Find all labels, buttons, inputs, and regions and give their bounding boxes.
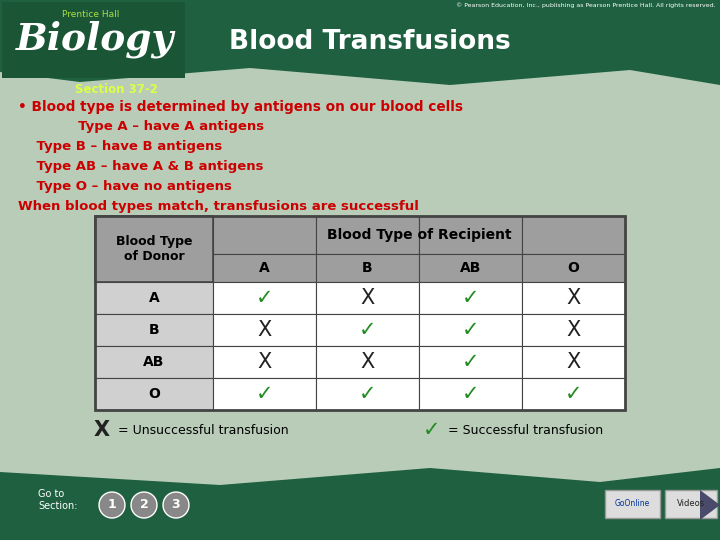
Text: AB: AB	[143, 355, 165, 369]
Bar	[213, 216, 316, 254]
Text: 2: 2	[140, 498, 148, 511]
Text: ✓: ✓	[462, 288, 480, 308]
Text: Type B – have B antigens: Type B – have B antigens	[18, 140, 222, 153]
Bar	[213, 346, 316, 378]
Bar	[95, 216, 625, 410]
Text: Blood Type of Recipient: Blood Type of Recipient	[327, 228, 511, 242]
Text: Videos: Videos	[677, 500, 705, 509]
Text: X: X	[361, 352, 374, 372]
Text: • Blood type is determined by antigens on our blood cells: • Blood type is determined by antigens o…	[18, 100, 463, 114]
Text: ✓: ✓	[423, 420, 441, 440]
Text: = Successful transfusion: = Successful transfusion	[448, 423, 603, 436]
Text: AB: AB	[460, 261, 481, 275]
Text: Blood Type
of Donor: Blood Type of Donor	[116, 235, 192, 263]
Bar	[316, 378, 419, 410]
Circle shape	[131, 492, 157, 518]
Text: X: X	[567, 352, 580, 372]
Polygon shape	[700, 490, 720, 520]
Bar	[419, 346, 522, 378]
Bar	[316, 282, 419, 314]
Text: O: O	[567, 261, 580, 275]
Text: ✓: ✓	[564, 384, 582, 404]
Bar	[213, 254, 316, 282]
Bar	[316, 314, 419, 346]
Text: B: B	[362, 261, 373, 275]
Bar	[522, 314, 625, 346]
Bar	[316, 216, 419, 254]
Bar	[522, 378, 625, 410]
Text: = Unsuccessful transfusion: = Unsuccessful transfusion	[118, 423, 289, 436]
Bar	[419, 378, 522, 410]
Bar	[419, 314, 522, 346]
Polygon shape	[0, 0, 720, 85]
Bar	[316, 346, 419, 378]
Bar	[665, 490, 717, 518]
Bar	[95, 282, 213, 314]
Bar	[522, 254, 625, 282]
Bar	[316, 254, 419, 282]
Bar	[419, 254, 522, 282]
Bar	[213, 314, 316, 346]
Bar	[95, 254, 213, 282]
Bar	[95, 216, 213, 254]
Text: GoOnline: GoOnline	[614, 500, 649, 509]
Text: Type A – have A antigens: Type A – have A antigens	[18, 120, 264, 133]
Text: A: A	[148, 291, 159, 305]
Bar	[2, 2, 185, 78]
Text: 1: 1	[107, 498, 117, 511]
Text: Type AB – have A & B antigens: Type AB – have A & B antigens	[18, 160, 264, 173]
Text: X: X	[257, 320, 271, 340]
Bar	[522, 346, 625, 378]
Bar	[419, 216, 522, 254]
Text: Section 37-2: Section 37-2	[75, 83, 158, 96]
Text: O: O	[148, 387, 160, 401]
Text: X: X	[567, 288, 580, 308]
Circle shape	[163, 492, 189, 518]
Text: ✓: ✓	[359, 320, 377, 340]
Bar	[522, 282, 625, 314]
Bar	[95, 216, 213, 282]
Polygon shape	[0, 468, 720, 540]
Text: B: B	[149, 323, 159, 337]
Text: Prentice Hall: Prentice Hall	[62, 10, 120, 19]
Text: ✓: ✓	[256, 384, 274, 404]
Text: A: A	[259, 261, 270, 275]
Bar	[95, 346, 213, 378]
Text: Go to
Section:: Go to Section:	[38, 489, 78, 511]
Text: ✓: ✓	[256, 288, 274, 308]
Text: Biology: Biology	[16, 20, 174, 57]
Bar	[605, 490, 660, 518]
Text: X: X	[257, 352, 271, 372]
Text: X: X	[94, 420, 110, 440]
Bar	[419, 282, 522, 314]
Text: X: X	[567, 320, 580, 340]
Bar	[95, 378, 213, 410]
Text: Blood Transfusions: Blood Transfusions	[229, 29, 511, 55]
Bar	[522, 216, 625, 254]
Text: Type O – have no antigens: Type O – have no antigens	[18, 180, 232, 193]
Text: X: X	[361, 288, 374, 308]
Text: 3: 3	[171, 498, 180, 511]
Text: ✓: ✓	[359, 384, 377, 404]
Text: ✓: ✓	[462, 384, 480, 404]
Bar	[213, 282, 316, 314]
Text: When blood types match, transfusions are successful: When blood types match, transfusions are…	[18, 200, 419, 213]
Bar	[95, 314, 213, 346]
Bar	[213, 378, 316, 410]
Text: ✓: ✓	[462, 320, 480, 340]
Text: ✓: ✓	[462, 352, 480, 372]
Bar	[0, 53, 720, 485]
Circle shape	[99, 492, 125, 518]
Text: © Pearson Education, Inc., publishing as Pearson Prentice Hall. All rights reser: © Pearson Education, Inc., publishing as…	[456, 2, 716, 8]
